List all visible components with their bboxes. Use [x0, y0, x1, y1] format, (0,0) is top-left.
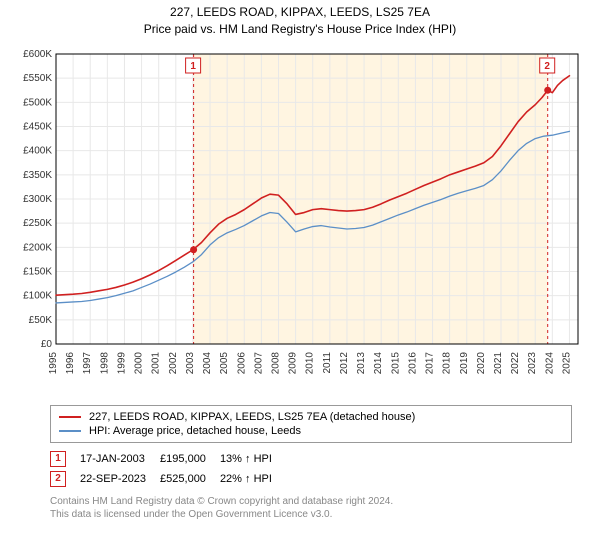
- svg-text:2002: 2002: [168, 351, 179, 374]
- svg-text:2010: 2010: [305, 351, 316, 374]
- svg-text:2: 2: [544, 61, 550, 72]
- svg-text:£450K: £450K: [23, 121, 52, 132]
- svg-text:2000: 2000: [134, 351, 145, 374]
- svg-text:2020: 2020: [476, 351, 487, 374]
- svg-text:1: 1: [190, 61, 196, 72]
- svg-text:2022: 2022: [510, 351, 521, 374]
- svg-text:£50K: £50K: [29, 314, 53, 325]
- svg-text:2024: 2024: [544, 351, 555, 374]
- legend-label: 227, LEEDS ROAD, KIPPAX, LEEDS, LS25 7EA…: [89, 411, 415, 423]
- svg-text:£0: £0: [41, 339, 53, 350]
- svg-text:2018: 2018: [442, 351, 453, 374]
- svg-text:2021: 2021: [493, 351, 504, 374]
- svg-text:1996: 1996: [65, 351, 76, 374]
- marker-pct: 22% ↑ HPI: [220, 469, 286, 489]
- svg-text:2025: 2025: [561, 351, 572, 374]
- svg-text:1999: 1999: [116, 351, 127, 374]
- svg-text:2016: 2016: [407, 351, 418, 374]
- marker-date: 17-JAN-2003: [80, 449, 160, 469]
- footnote: Contains HM Land Registry data © Crown c…: [50, 495, 572, 521]
- legend-swatch: [59, 430, 81, 432]
- svg-text:2013: 2013: [356, 351, 367, 374]
- svg-text:2008: 2008: [270, 351, 281, 374]
- title-address: 227, LEEDS ROAD, KIPPAX, LEEDS, LS25 7EA: [0, 4, 600, 21]
- svg-text:2003: 2003: [185, 351, 196, 374]
- chart-container: 227, LEEDS ROAD, KIPPAX, LEEDS, LS25 7EA…: [0, 0, 600, 560]
- svg-text:£550K: £550K: [23, 73, 52, 84]
- svg-text:1995: 1995: [48, 351, 59, 374]
- svg-text:£150K: £150K: [23, 266, 52, 277]
- svg-text:2009: 2009: [288, 351, 299, 374]
- svg-text:£500K: £500K: [23, 97, 52, 108]
- title-block: 227, LEEDS ROAD, KIPPAX, LEEDS, LS25 7EA…: [0, 0, 600, 38]
- svg-text:2004: 2004: [202, 351, 213, 374]
- svg-text:2017: 2017: [425, 351, 436, 374]
- svg-text:2019: 2019: [459, 351, 470, 374]
- marker-price: £195,000: [160, 449, 220, 469]
- svg-text:2023: 2023: [527, 351, 538, 374]
- svg-text:2011: 2011: [322, 351, 333, 373]
- svg-text:2001: 2001: [151, 351, 162, 374]
- markers-table: 1 17-JAN-2003£195,00013% ↑ HPI 2 22-SEP-202…: [50, 449, 286, 489]
- footnote-line2: This data is licensed under the Open Gov…: [50, 508, 572, 521]
- svg-text:1997: 1997: [82, 351, 93, 374]
- chart-wrap: £0 £50K £100K £150K £200K £250K £300K £350K £400…: [12, 44, 588, 399]
- marker-row: 2 22-SEP-2023£525,00022% ↑ HPI: [50, 469, 286, 489]
- svg-text:2006: 2006: [236, 351, 247, 374]
- svg-text:£200K: £200K: [23, 242, 52, 253]
- line-chart: £0 £50K £100K £150K £200K £250K £300K £350K £400…: [12, 44, 588, 399]
- svg-text:£100K: £100K: [23, 290, 52, 301]
- svg-text:£400K: £400K: [23, 145, 52, 156]
- svg-text:£600K: £600K: [23, 49, 52, 60]
- svg-text:1998: 1998: [99, 351, 110, 374]
- svg-text:2005: 2005: [219, 351, 230, 374]
- svg-text:2012: 2012: [339, 351, 350, 374]
- svg-text:£350K: £350K: [23, 169, 52, 180]
- svg-text:2015: 2015: [390, 351, 401, 374]
- legend-swatch: [59, 416, 81, 418]
- svg-text:2007: 2007: [253, 351, 264, 374]
- legend-label: HPI: Average price, detached house, Leed…: [89, 425, 301, 437]
- svg-text:£300K: £300K: [23, 194, 52, 205]
- marker-number-box: 2: [50, 471, 66, 487]
- marker-date: 22-SEP-2023: [80, 469, 160, 489]
- svg-text:£250K: £250K: [23, 218, 52, 229]
- legend-row: HPI: Average price, detached house, Leed…: [59, 424, 563, 438]
- marker-pct: 13% ↑ HPI: [220, 449, 286, 469]
- title-subtitle: Price paid vs. HM Land Registry's House …: [0, 21, 600, 38]
- svg-text:2014: 2014: [373, 351, 384, 374]
- marker-price: £525,000: [160, 469, 220, 489]
- legend-row: 227, LEEDS ROAD, KIPPAX, LEEDS, LS25 7EA…: [59, 410, 563, 424]
- legend: 227, LEEDS ROAD, KIPPAX, LEEDS, LS25 7EA…: [50, 405, 572, 443]
- footnote-line1: Contains HM Land Registry data © Crown c…: [50, 495, 572, 508]
- marker-number-box: 1: [50, 451, 66, 467]
- marker-row: 1 17-JAN-2003£195,00013% ↑ HPI: [50, 449, 286, 469]
